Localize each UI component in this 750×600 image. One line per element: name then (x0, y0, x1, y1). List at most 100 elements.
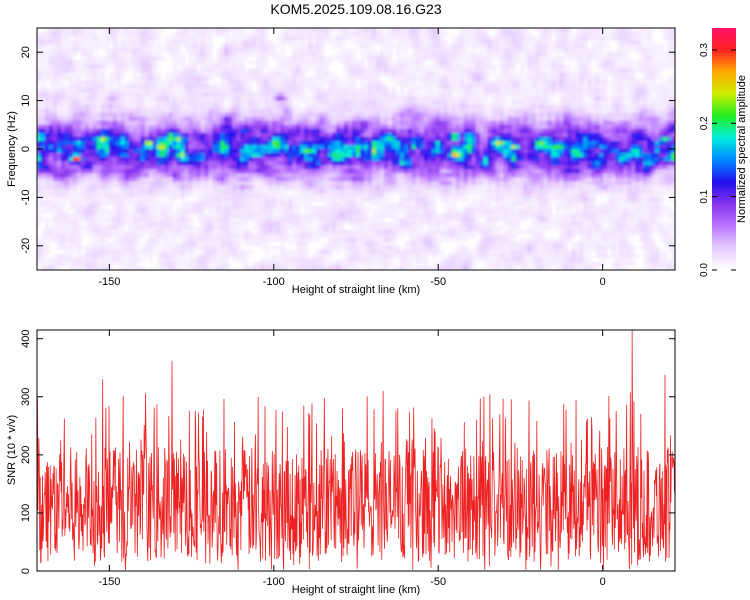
heatmap-cell (280, 36, 285, 41)
heatmap-cell (495, 80, 501, 86)
heatmap-cell (120, 112, 126, 118)
heatmap-cell (363, 92, 369, 98)
heatmap-cell (467, 144, 473, 150)
heatmap-cell (40, 144, 46, 150)
heatmap-cell (383, 108, 389, 114)
heatmap-cell (248, 124, 253, 130)
heatmap-cell (435, 136, 441, 142)
heatmap-cell (655, 108, 660, 114)
heatmap-cell (176, 80, 182, 86)
heatmap-cell (44, 60, 50, 65)
heatmap-cell (475, 72, 481, 77)
heatmap-cell (387, 108, 393, 114)
heatmap-cell (459, 112, 465, 118)
heatmap-cell (411, 92, 417, 98)
heatmap-cell (543, 32, 548, 37)
heatmap-cell (547, 140, 552, 146)
heatmap-cell (164, 108, 170, 114)
heatmap-cell (575, 44, 580, 49)
heatmap-cell (220, 140, 226, 146)
heatmap-cell (575, 60, 580, 65)
heatmap-cell (655, 136, 660, 142)
heatmap-cell (112, 128, 118, 134)
heatmap-cell (200, 60, 206, 65)
heatmap-cell (80, 64, 86, 69)
heatmap-cell (619, 144, 624, 150)
heatmap-cell (479, 72, 485, 77)
heatmap-cell (619, 64, 624, 69)
heatmap-cell (104, 28, 110, 33)
heatmap-cell (228, 96, 233, 102)
heatmap-cell (136, 60, 142, 65)
heatmap-cell (467, 128, 473, 134)
heatmap-cell (663, 136, 668, 142)
heatmap-cell (148, 136, 154, 142)
heatmap-cell (655, 128, 660, 134)
heatmap-cell (523, 44, 529, 49)
heatmap-cell (519, 104, 525, 110)
heatmap-cell (180, 136, 186, 142)
heatmap-cell (419, 96, 425, 102)
heatmap-cell (284, 56, 289, 61)
heatmap-cell (623, 76, 628, 82)
heatmap-cell (56, 104, 62, 110)
heatmap-cell (232, 76, 237, 82)
heatmap-cell (352, 116, 357, 122)
heatmap-cell (371, 28, 377, 33)
heatmap-cell (276, 149, 281, 154)
heatmap-cell (280, 96, 285, 102)
heatmap-cell (128, 84, 134, 90)
heatmap-cell (503, 56, 509, 61)
heatmap-cell (240, 144, 245, 150)
heatmap-cell (443, 157, 449, 162)
heatmap-cell (607, 153, 612, 158)
heatmap-cell (359, 76, 365, 82)
heatmap-cell (467, 132, 473, 138)
heatmap-cell (156, 52, 162, 57)
heatmap-cell (483, 96, 489, 102)
heatmap-cell (60, 96, 66, 102)
heatmap-cell (184, 112, 190, 118)
heatmap-cell (571, 116, 576, 122)
heatmap-cell (659, 149, 664, 154)
heatmap-cell (611, 157, 616, 162)
heatmap-cell (595, 32, 600, 37)
heatmap-cell (280, 136, 285, 142)
heatmap-cell (503, 44, 509, 49)
heatmap-cell (200, 149, 206, 154)
heatmap-cell (212, 116, 218, 122)
heatmap-cell (300, 80, 305, 86)
heatmap-cell (403, 92, 409, 98)
heatmap-cell (583, 56, 588, 61)
heatmap-cell (511, 40, 517, 45)
heatmap-cell (344, 28, 349, 33)
heatmap-cell (411, 52, 417, 57)
heatmap-cell (124, 157, 130, 162)
heatmap-cell (172, 120, 178, 126)
heatmap-cell (80, 68, 86, 73)
heatmap-cell (379, 52, 385, 57)
heatmap-cell (647, 92, 652, 98)
heatmap-cell (76, 88, 82, 94)
heatmap-cell (515, 108, 521, 114)
heatmap-cell (236, 48, 241, 53)
heatmap-cell (316, 112, 321, 118)
heatmap-cell (443, 120, 449, 126)
heatmap-cell (447, 96, 453, 102)
heatmap-cell (571, 100, 576, 106)
heatmap-cell (463, 44, 469, 49)
heatmap-cell (244, 32, 249, 37)
heatmap-cell (515, 153, 521, 158)
heatmap-cell (639, 84, 644, 90)
heatmap-cell (419, 68, 425, 73)
heatmap-cell (671, 60, 675, 65)
heatmap-cell (104, 60, 110, 65)
heatmap-cell (523, 96, 529, 102)
heatmap-cell (419, 144, 425, 150)
heatmap-cell (37, 140, 42, 146)
heatmap-cell (92, 60, 98, 65)
heatmap-cell (196, 40, 202, 45)
heatmap-cell (499, 52, 505, 57)
heatmap-cell (519, 124, 525, 130)
heatmap-cell (515, 124, 521, 130)
